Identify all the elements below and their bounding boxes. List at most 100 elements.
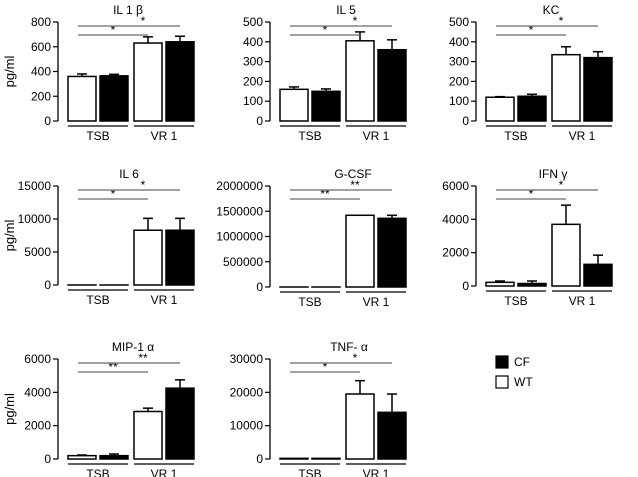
bar-cf-vr1 [583,263,613,287]
legend-swatch-cf [495,355,509,369]
y-tick-label: 20000 [230,385,264,399]
group-label-tsb: TSB [86,293,109,307]
bar-wt-vr1 [551,223,581,287]
y-tick-label: 1000000 [216,230,263,244]
significance-marker: * [559,14,564,28]
panel-title: G-CSF [334,167,371,181]
significance-marker: * [323,360,328,374]
y-tick-label: 30000 [230,352,264,366]
significance-marker: * [353,351,358,365]
bar-cf-vr1 [377,411,407,460]
y-tick-label: 2000 [442,246,469,260]
y-tick-label: 500000 [223,255,263,269]
y-tick-label: 400 [31,65,51,79]
group-label-vr1: VR 1 [151,467,178,477]
y-tick-label: 300 [243,55,263,69]
significance-marker: * [141,178,146,192]
bar-wt-vr1 [133,229,163,286]
y-tick-label: 400 [449,35,469,49]
bar-wt-vr1 [345,40,375,122]
panel-il5: 0 100 200 300 400 500 IL 5 TSB VR 1 * * [243,3,407,143]
y-tick-label: 10000 [230,419,264,433]
legend-label-cf: CF [514,355,530,369]
significance-marker: ** [320,187,330,201]
group-label-vr1: VR 1 [363,129,390,143]
bar-wt-vr1 [133,42,163,122]
panel-title: IFN γ [539,167,568,181]
significance-marker: * [111,187,116,201]
bar-cf-tsb [517,282,547,287]
y-tick-label: 6000 [442,179,469,193]
y-tick-label: 100 [449,94,469,108]
bar-cf-tsb [99,454,129,460]
bar-cf-tsb [99,75,129,122]
y-tick-label: 100 [243,94,263,108]
bar-cf-vr1 [377,48,407,122]
bar-cf-vr1 [377,217,407,288]
group-label-vr1: VR 1 [363,295,390,309]
significance-marker: ** [350,178,360,192]
y-tick-label: 4000 [442,212,469,226]
y-tick-label: 600 [31,40,51,54]
panel-kc: 0 100 200 300 400 500 KC TSB VR 1 * * [449,3,613,143]
y-tick-label: 0 [256,114,263,128]
y-tick-label: 0 [462,114,469,128]
group-label-tsb: TSB [86,129,109,143]
panel-title: TNF- α [330,340,368,354]
bar-wt-tsb [67,75,97,122]
y-tick-label: 500 [243,15,263,29]
group-label-tsb: TSB [298,295,321,309]
group-label-tsb: TSB [86,467,109,477]
panel-title: IL 6 [119,167,139,181]
bar-wt-vr1 [133,410,163,460]
y-tick-label: 800 [31,15,51,29]
bar-wt-tsb [485,96,515,122]
group-label-vr1: VR 1 [151,293,178,307]
group-label-vr1: VR 1 [363,467,390,477]
bar-cf-tsb [311,90,341,122]
bar-wt-tsb [279,88,309,122]
y-tick-label: 2000 [24,419,51,433]
bar-cf-vr1 [165,229,195,286]
y-tick-label: 0 [256,280,263,294]
y-axis-label: pg/ml [2,393,17,425]
panel-title: MIP-1 α [112,340,154,354]
panel-il1b: 0 200 400 600 800 IL 1 β pg/ml TSB VR 1 * * [2,3,195,143]
panel-tnfa: 0 10000 20000 30000 TNF- α TSB VR 1 * * [230,340,407,477]
bar-wt-vr1 [345,393,375,460]
significance-marker: * [141,14,146,28]
y-tick-label: 200 [449,74,469,88]
y-tick-label: 0 [462,279,469,293]
y-tick-label: 0 [44,452,51,466]
y-tick-label: 300 [449,55,469,69]
y-tick-label: 10000 [18,212,52,226]
group-label-vr1: VR 1 [569,129,596,143]
y-tick-label: 200 [243,74,263,88]
y-tick-label: 0 [44,278,51,292]
panel-mip1a: 0 2000 4000 6000 MIP-1 α pg/ml TSB VR 1 ** ** [2,340,195,477]
bar-wt-tsb [279,457,309,460]
bar-wt-tsb [485,281,515,287]
y-tick-label: 2000000 [216,179,263,193]
y-tick-label: 6000 [24,352,51,366]
y-tick-label: 4000 [24,385,51,399]
significance-marker: * [529,187,534,201]
significance-marker: * [529,23,534,37]
significance-marker: * [323,23,328,37]
bar-cf-vr1 [165,387,195,460]
bar-cf-vr1 [583,56,613,122]
group-label-vr1: VR 1 [151,129,178,143]
significance-marker: * [111,23,116,37]
panel-il6: 0 5000 10000 15000 IL 6 pg/ml TSB VR 1 * * [2,167,195,307]
significance-marker: * [559,178,564,192]
y-tick-label: 0 [44,114,51,128]
panel-title: IL 1 β [113,3,143,17]
y-tick-label: 1500000 [216,204,263,218]
group-label-vr1: VR 1 [569,294,596,308]
legend: CF WT [495,355,533,389]
group-label-tsb: TSB [298,129,321,143]
y-axis-label: pg/ml [2,219,17,251]
bar-wt-vr1 [345,214,375,288]
bar-wt-tsb [67,454,97,460]
